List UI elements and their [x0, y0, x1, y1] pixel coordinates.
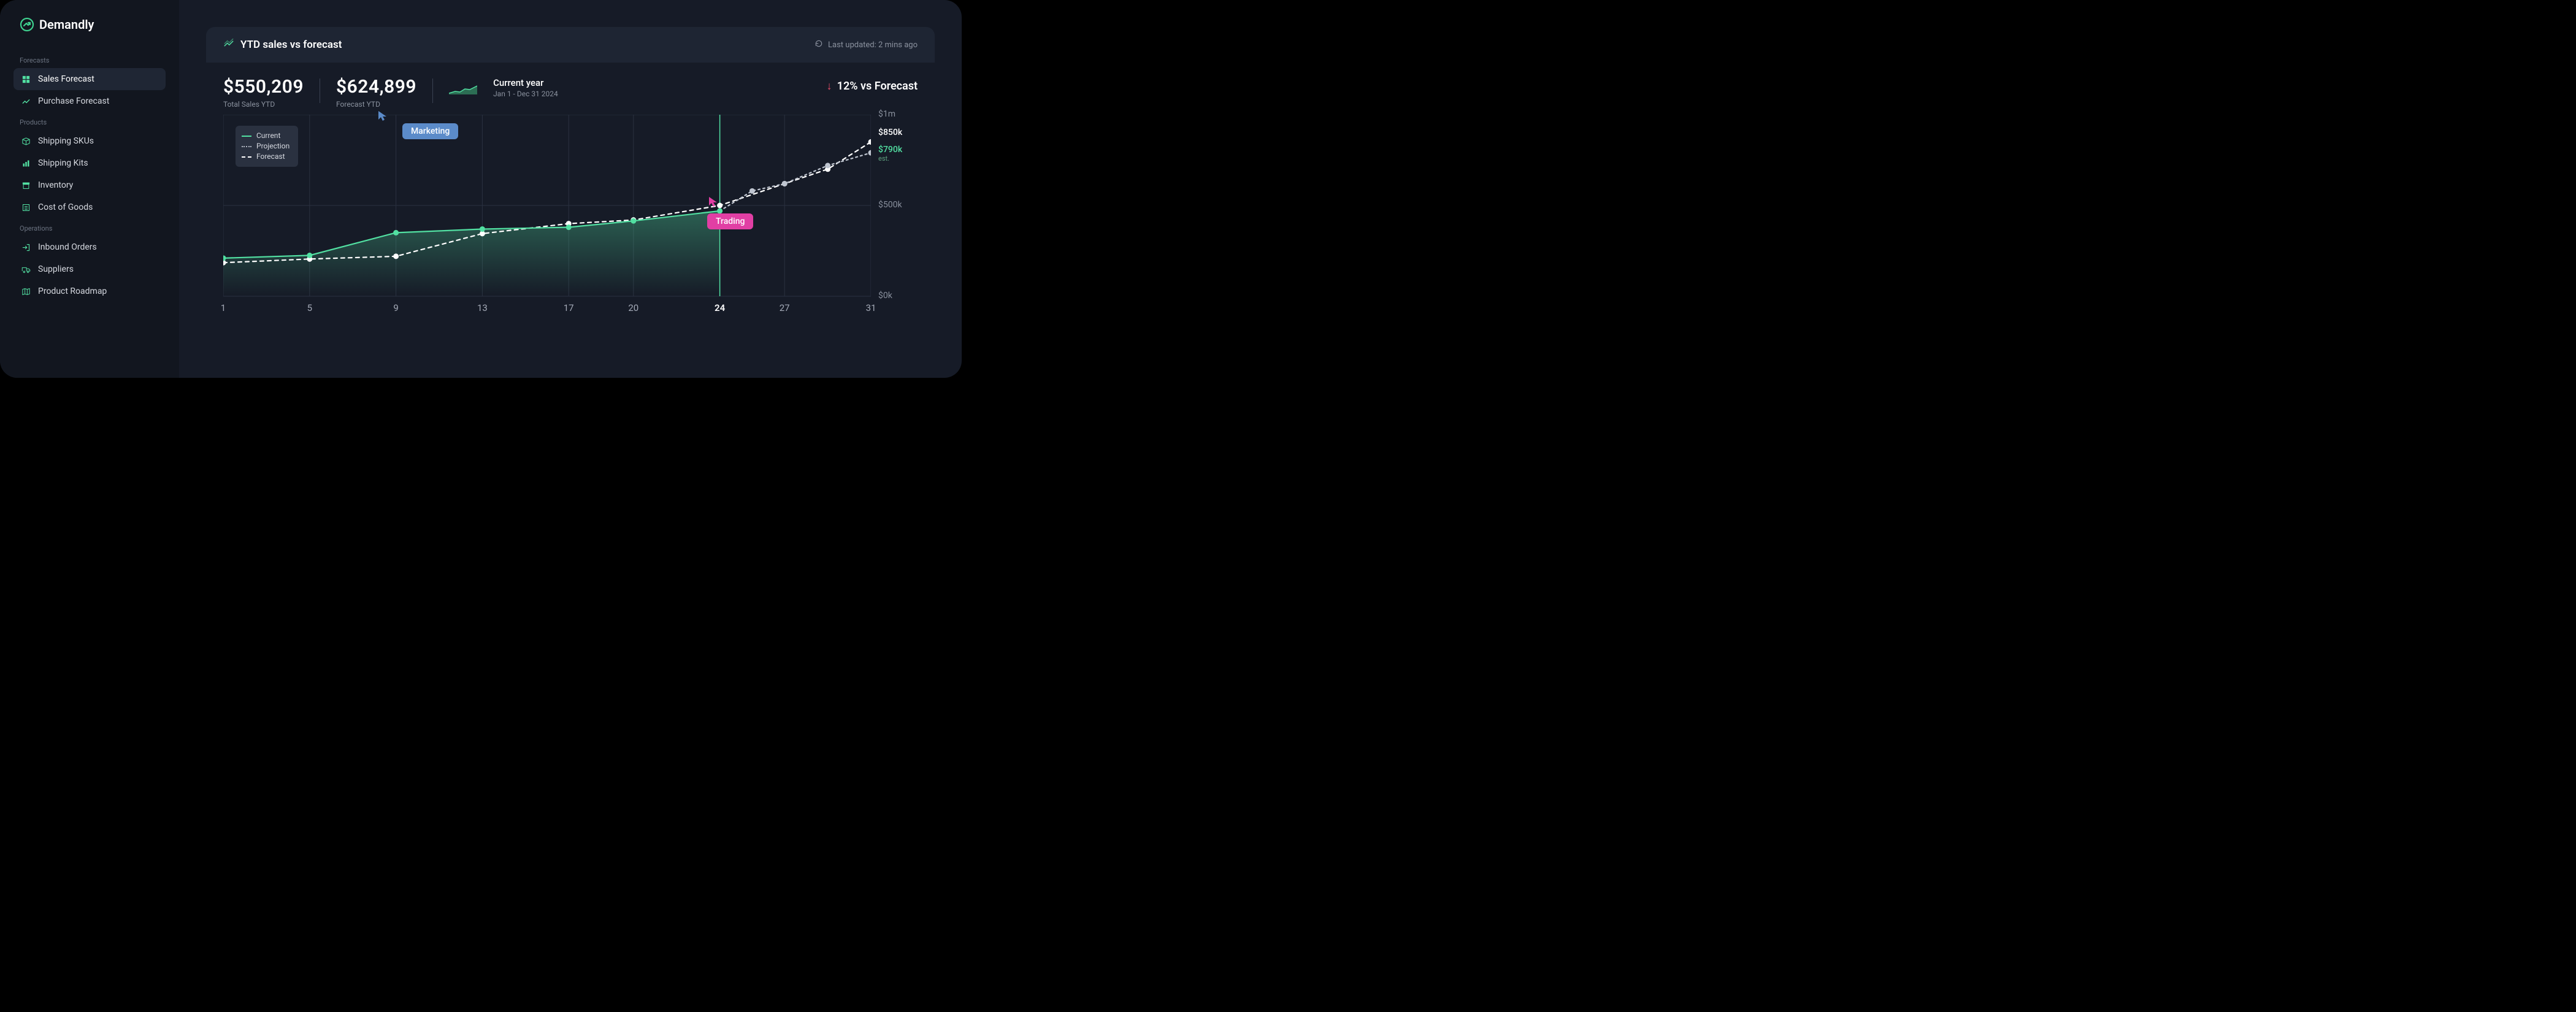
legend-swatch-icon — [242, 156, 251, 158]
legend-item: Projection — [242, 141, 289, 151]
brand[interactable]: Demandly — [13, 17, 166, 32]
collaborator-cursor-pink-icon — [708, 196, 720, 210]
collaborator-cursor-blue-icon — [377, 110, 389, 125]
brand-logo-icon — [20, 17, 34, 32]
brand-name: Demandly — [39, 17, 94, 32]
sidebar: Demandly Forecasts Sales Forecast Purchase… — [0, 0, 179, 378]
app-window: Demandly Forecasts Sales Forecast Purchase… — [0, 0, 962, 378]
metric-value: $550,209 — [223, 76, 304, 98]
in-icon — [21, 242, 31, 252]
archive-icon — [21, 180, 31, 190]
card-title: YTD sales vs forecast — [240, 39, 342, 51]
trend-icon — [21, 96, 31, 106]
nav-item-label: Inbound Orders — [38, 242, 97, 252]
last-updated[interactable]: Last updated: 2 mins ago — [815, 39, 918, 50]
period-block[interactable]: Current year Jan 1 - Dec 31 2024 — [493, 77, 558, 98]
metric-label: Forecast YTD — [336, 100, 416, 109]
📦-icon — [21, 136, 31, 146]
legend-label: Projection — [256, 141, 289, 151]
annotation-pill-marketing: Marketing — [402, 123, 458, 139]
delta-vs-forecast: ↓ 12% vs Forecast — [827, 80, 918, 93]
sidebar-item-cost-of-goods[interactable]: Cost of Goods — [13, 196, 166, 218]
y-axis-label: $1m — [878, 109, 895, 119]
legend-item: Current — [242, 131, 289, 141]
arrow-down-icon: ↓ — [827, 80, 832, 93]
sidebar-item-shipping-skus[interactable]: Shipping SKUs — [13, 130, 166, 152]
annotation-pill-trading: Trading — [707, 213, 753, 229]
nav-item-label: Cost of Goods — [38, 202, 93, 212]
sidebar-item-purchase-forecast[interactable]: Purchase Forecast — [13, 90, 166, 112]
nav-item-label: Product Roadmap — [38, 286, 107, 296]
x-axis-label: 20 — [628, 302, 638, 313]
last-updated-text: Last updated: 2 mins ago — [828, 40, 918, 50]
x-axis-label: 27 — [780, 302, 790, 313]
nav-item-label: Sales Forecast — [38, 74, 94, 84]
sidebar-item-sales-forecast[interactable]: Sales Forecast — [13, 68, 166, 90]
main-content: YTD sales vs forecast Last updated: 2 mi… — [179, 0, 962, 378]
chart-trend-icon — [223, 38, 234, 52]
list-icon — [21, 202, 31, 212]
nav-item-label: Shipping SKUs — [38, 136, 94, 146]
legend-swatch-icon — [242, 146, 251, 147]
y-axis-label: $850k — [878, 128, 902, 137]
chart-legend: CurrentProjectionForecast — [236, 126, 298, 167]
x-axis-label: 5 — [307, 302, 312, 313]
sidebar-item-suppliers[interactable]: Suppliers — [13, 258, 166, 280]
legend-swatch-icon — [242, 136, 251, 137]
x-axis-label: 13 — [477, 302, 488, 313]
period-title: Current year — [493, 77, 558, 88]
sparkline-icon — [449, 85, 477, 94]
refresh-icon — [815, 39, 823, 50]
metric-forecast: $624,899 Forecast YTD — [336, 76, 416, 109]
nav-item-label: Inventory — [38, 180, 73, 190]
nav-section-label: Products — [20, 118, 166, 126]
sidebar-item-shipping-kits[interactable]: Shipping Kits — [13, 152, 166, 174]
nav-section-label: Operations — [20, 224, 166, 232]
nav-item-label: Shipping Kits — [38, 158, 88, 168]
delta-text: 12% vs Forecast — [837, 80, 918, 93]
y-axis-label: $0k — [878, 291, 892, 301]
📊-icon — [21, 74, 31, 84]
nav-item-label: Purchase Forecast — [38, 96, 109, 106]
metric-label: Total Sales YTD — [223, 100, 304, 109]
sidebar-item-inbound-orders[interactable]: Inbound Orders — [13, 236, 166, 258]
x-axis-label: 31 — [866, 302, 876, 313]
nav-section-label: Forecasts — [20, 56, 166, 64]
y-axis-label: $790kest. — [878, 145, 902, 163]
card-header: YTD sales vs forecast Last updated: 2 mi… — [206, 27, 935, 63]
metric-value: $624,899 — [336, 76, 416, 98]
x-axis-label: 24 — [715, 302, 725, 313]
sidebar-item-inventory[interactable]: Inventory — [13, 174, 166, 196]
legend-label: Forecast — [256, 151, 285, 162]
x-axis-label: 17 — [564, 302, 574, 313]
nav-item-label: Suppliers — [38, 264, 74, 274]
divider — [432, 79, 433, 103]
y-axis-label: $500k — [878, 200, 902, 210]
legend-label: Current — [256, 131, 280, 141]
x-axis-label: 1 — [221, 302, 226, 313]
sidebar-item-product-roadmap[interactable]: Product Roadmap — [13, 280, 166, 302]
truck-icon — [21, 264, 31, 274]
map-icon — [21, 286, 31, 296]
chart-area[interactable]: $1m$850k$790kest.$500k$0k159131720242731… — [223, 115, 918, 378]
metrics-row: $550,209 Total Sales YTD $624,899 Foreca… — [206, 63, 935, 115]
x-axis-label: 9 — [393, 302, 398, 313]
chart-svg — [223, 115, 871, 321]
metric-total-sales: $550,209 Total Sales YTD — [223, 76, 304, 109]
bars-icon — [21, 158, 31, 168]
period-range: Jan 1 - Dec 31 2024 — [493, 90, 558, 98]
legend-item: Forecast — [242, 151, 289, 162]
